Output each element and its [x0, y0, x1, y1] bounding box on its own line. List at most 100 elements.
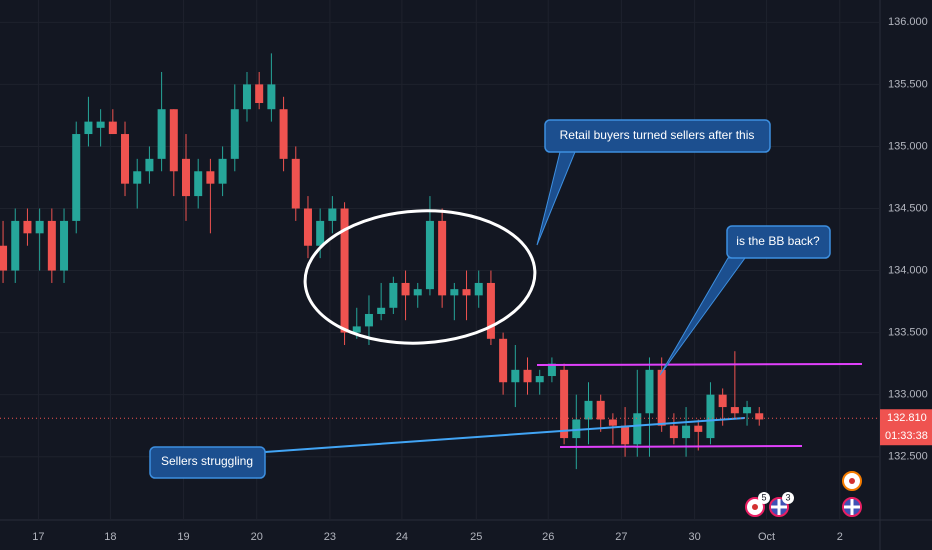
- annotation: Retail buyers turned sellers after this: [560, 128, 755, 142]
- event-icon-dot: [849, 478, 855, 484]
- candle-body: [157, 109, 166, 159]
- flag-cross: [844, 499, 860, 515]
- last-price-box: [880, 409, 932, 446]
- candle-body: [669, 425, 678, 439]
- resistance-line: [536, 363, 863, 366]
- candle-body: [60, 220, 69, 271]
- candle-body: [145, 158, 154, 172]
- y-tick-label: 136.000: [888, 16, 928, 28]
- candles: [0, 53, 764, 470]
- candle-body: [645, 369, 654, 414]
- candle-body: [11, 220, 20, 271]
- y-tick-label: 134.000: [888, 264, 928, 276]
- candle-body: [169, 109, 178, 172]
- x-tick-label: 17: [32, 531, 44, 543]
- candle-body: [401, 282, 410, 296]
- support-line: [559, 445, 803, 448]
- candle-body: [608, 419, 617, 426]
- candle-body: [718, 394, 727, 408]
- candle-body: [47, 220, 56, 271]
- candle-body: [108, 121, 117, 135]
- candle-body: [621, 425, 630, 445]
- candle-body: [194, 171, 203, 197]
- x-tick-label: 26: [542, 531, 554, 543]
- candle-body: [0, 245, 8, 271]
- y-tick-label: 133.500: [888, 327, 928, 339]
- candle-body: [438, 220, 447, 296]
- candle-body: [743, 407, 752, 414]
- candle-body: [682, 425, 691, 439]
- y-tick-label: 133.000: [888, 389, 928, 401]
- y-tick-label: 132.500: [888, 451, 928, 463]
- x-tick-label: 30: [688, 531, 700, 543]
- trend-line: [264, 417, 746, 453]
- drawings: Retail buyers turned sellers after this …: [149, 119, 863, 479]
- x-tick-label: 18: [104, 531, 116, 543]
- candle-body: [596, 400, 605, 420]
- x-tick-label: 25: [470, 531, 482, 543]
- x-tick-label: 23: [324, 531, 336, 543]
- candle-body: [352, 326, 361, 333]
- x-tick-label: 20: [251, 531, 263, 543]
- candle-body: [230, 109, 239, 159]
- candle-body: [425, 220, 434, 290]
- candle-body: [377, 307, 386, 314]
- x-tick-label: 19: [177, 531, 189, 543]
- candle-body: [572, 419, 581, 439]
- candle-body: [413, 289, 422, 296]
- candle-body: [657, 369, 666, 426]
- candle-body: [462, 289, 471, 296]
- callout-box: [544, 119, 771, 153]
- candle-body: [560, 369, 569, 439]
- flag-cross: [771, 499, 787, 515]
- event-icons: 5 3: [745, 471, 862, 517]
- x-tick-label: 27: [615, 531, 627, 543]
- candle-body: [182, 158, 191, 197]
- axes: 132.500 133.000 133.500 134.000 134.500 135.0…: [0, 16, 932, 543]
- candle-body: [633, 413, 642, 445]
- candle-body: [523, 369, 532, 383]
- y-tick-label: 135.500: [888, 78, 928, 90]
- candle-body: [389, 282, 398, 308]
- badge-count: 3: [785, 492, 790, 502]
- candle-body: [84, 121, 93, 135]
- candle-body: [694, 425, 703, 432]
- candle-body: [279, 109, 288, 159]
- candle-body: [316, 220, 325, 246]
- candle-body: [340, 208, 349, 333]
- candle-body: [35, 220, 44, 234]
- candle-body: [303, 208, 312, 246]
- candle-body: [755, 413, 764, 420]
- candle-body: [584, 400, 593, 420]
- candle-body: [364, 313, 373, 327]
- callout-box: [726, 225, 831, 259]
- candle-body: [486, 282, 495, 339]
- candle-body: [218, 158, 227, 184]
- candle-body: [133, 171, 142, 184]
- candle-body: [474, 282, 483, 296]
- badge: [782, 492, 794, 504]
- candle-body: [499, 338, 508, 383]
- x-tick-label: Oct: [758, 531, 775, 543]
- candle-body: [121, 134, 130, 184]
- candle-body: [255, 84, 264, 104]
- candle-body: [23, 220, 32, 234]
- candle-body: [206, 171, 215, 184]
- candle-body: [511, 369, 520, 383]
- badge-count: 5: [761, 492, 766, 502]
- annotation: is the BB back?: [736, 234, 820, 248]
- candle-body: [72, 134, 81, 221]
- event-icon-dot: [752, 504, 758, 510]
- annotation: Sellers struggling: [161, 454, 253, 468]
- x-tick-label: 2: [837, 531, 843, 543]
- candle-body: [535, 376, 544, 383]
- candle-body: [96, 121, 105, 128]
- candle-body: [547, 363, 556, 377]
- candle-body: [291, 158, 300, 209]
- candle-body: [450, 289, 459, 296]
- highlight-ellipse: [303, 209, 537, 345]
- candle-body: [730, 407, 739, 414]
- candle-body: [267, 84, 276, 110]
